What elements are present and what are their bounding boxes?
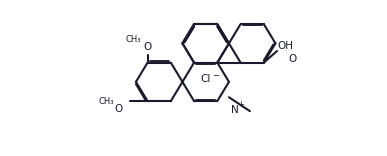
- Text: OH: OH: [277, 41, 293, 51]
- Text: +: +: [237, 100, 244, 110]
- Text: Cl: Cl: [201, 74, 211, 84]
- Text: N: N: [231, 105, 238, 115]
- Text: CH₃: CH₃: [126, 35, 141, 44]
- Text: −: −: [212, 71, 219, 80]
- Text: CH₃: CH₃: [99, 97, 114, 106]
- Text: O: O: [114, 104, 122, 114]
- Text: O: O: [289, 54, 297, 64]
- Text: O: O: [144, 42, 152, 52]
